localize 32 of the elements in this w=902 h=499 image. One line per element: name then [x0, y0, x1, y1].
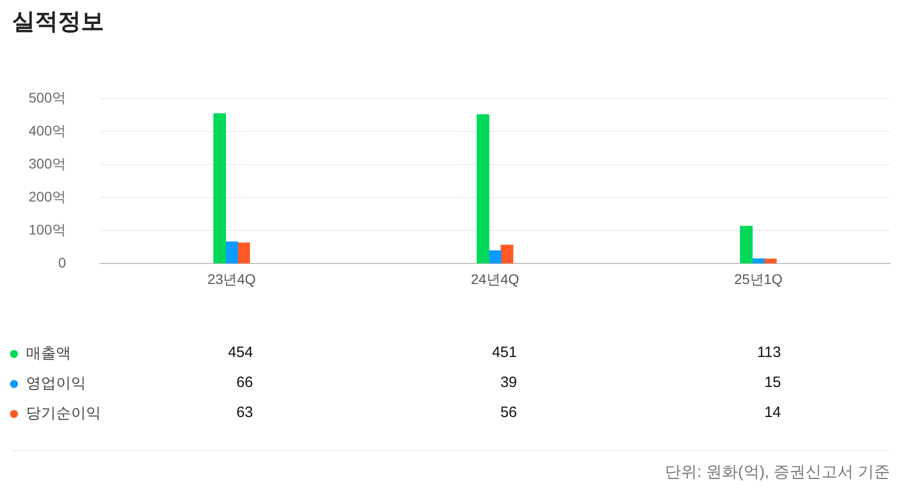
- data-label: 56: [500, 404, 517, 421]
- legend-label: 영업이익: [26, 374, 86, 393]
- y-tick-label: 200억: [28, 188, 66, 204]
- data-label: 14: [764, 404, 781, 421]
- legend-label: 매출액: [26, 344, 71, 363]
- bar: [752, 258, 765, 264]
- data-label: 39: [500, 374, 517, 391]
- bar: [237, 242, 250, 264]
- y-tick-label: 300억: [28, 155, 66, 172]
- y-tick-label: 0: [58, 254, 66, 270]
- data-label: 451: [492, 344, 517, 361]
- x-tick-label: 24년4Q: [470, 270, 520, 287]
- data-label: 113: [757, 344, 781, 361]
- y-tick-label: 400억: [28, 122, 66, 138]
- y-tick-label: 100억: [28, 221, 66, 238]
- legend-label: 당기순이익: [26, 404, 101, 423]
- x-tick-label: 25년1Q: [734, 270, 783, 287]
- bar: [500, 244, 514, 264]
- data-label: 15: [764, 374, 781, 391]
- bar: [740, 226, 753, 264]
- bar: [764, 258, 777, 264]
- bar: [476, 114, 490, 264]
- x-tick-label: 23년4Q: [208, 270, 256, 287]
- bar: [488, 250, 502, 264]
- bar: [213, 113, 226, 264]
- bar: [225, 241, 238, 264]
- y-tick-label: 500억: [28, 89, 66, 106]
- text: 단위: 원화(억), 증권신고서 기준: [665, 463, 890, 483]
- data-label: 454: [228, 344, 253, 361]
- data-label: 63: [236, 404, 253, 421]
- data-label: 66: [236, 374, 253, 391]
- chart-title: 실적정보: [12, 7, 104, 36]
